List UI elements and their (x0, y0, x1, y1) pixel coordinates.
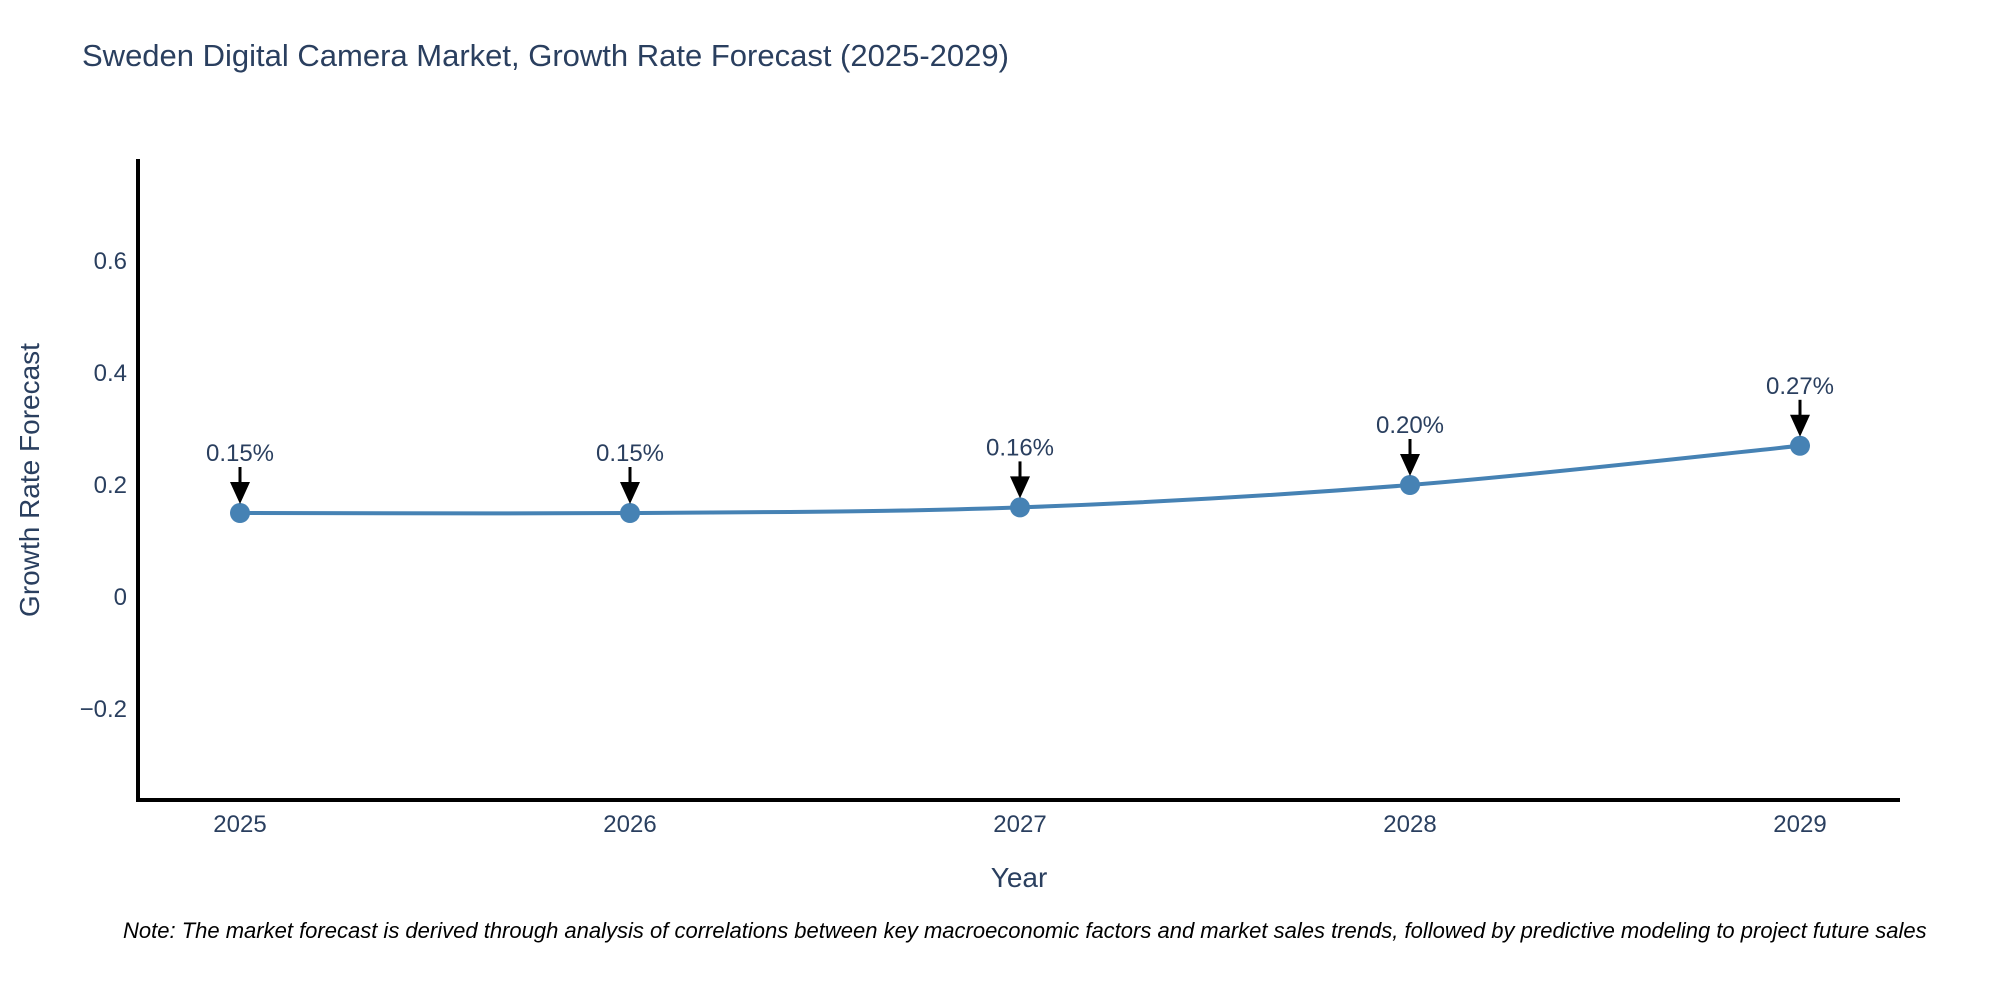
y-tick-label: −0.2 (80, 696, 127, 723)
x-tick-label: 2029 (1773, 811, 1826, 838)
data-point-marker[interactable] (230, 503, 250, 523)
annotation-arrowhead-icon (230, 482, 250, 504)
data-point-marker[interactable] (1010, 497, 1030, 518)
y-tick-label: 0.4 (94, 360, 127, 387)
annotation-arrowhead-icon (1400, 454, 1420, 476)
annotation-label: 0.20% (1376, 412, 1444, 439)
annotation-label: 0.15% (596, 440, 664, 467)
y-tick-label: 0 (114, 584, 127, 611)
x-tick-labels: 2025 2026 2027 2028 2029 (213, 811, 1826, 838)
data-point-marker[interactable] (620, 503, 640, 523)
axes (136, 159, 1900, 802)
x-tick-label: 2028 (1383, 811, 1436, 838)
x-tick-label: 2026 (603, 811, 656, 838)
x-tick-label: 2027 (993, 811, 1046, 838)
chart-title: Sweden Digital Camera Market, Growth Rat… (82, 38, 1009, 73)
x-tick-label: 2025 (213, 811, 266, 838)
data-point-marker[interactable] (1790, 435, 1810, 456)
y-tick-labels: −0.2 0 0.2 0.4 0.6 (80, 248, 127, 723)
annotation-label: 0.16% (986, 434, 1054, 461)
line-series (230, 435, 1810, 523)
point-annotations: 0.15% 0.15% 0.16% 0.20% 0.27% (206, 373, 1834, 504)
annotation-label: 0.15% (206, 440, 274, 467)
y-tick-label: 0.6 (94, 248, 127, 275)
data-point-marker[interactable] (1400, 475, 1420, 495)
annotation-arrowhead-icon (620, 482, 640, 504)
footnote: Note: The market forecast is derived thr… (123, 918, 1927, 943)
y-tick-label: 0.2 (94, 472, 127, 499)
annotation-label: 0.27% (1766, 373, 1834, 400)
x-axis-title: Year (990, 862, 1048, 893)
annotation-arrowhead-icon (1010, 476, 1030, 499)
annotation-arrowhead-icon (1790, 414, 1810, 437)
